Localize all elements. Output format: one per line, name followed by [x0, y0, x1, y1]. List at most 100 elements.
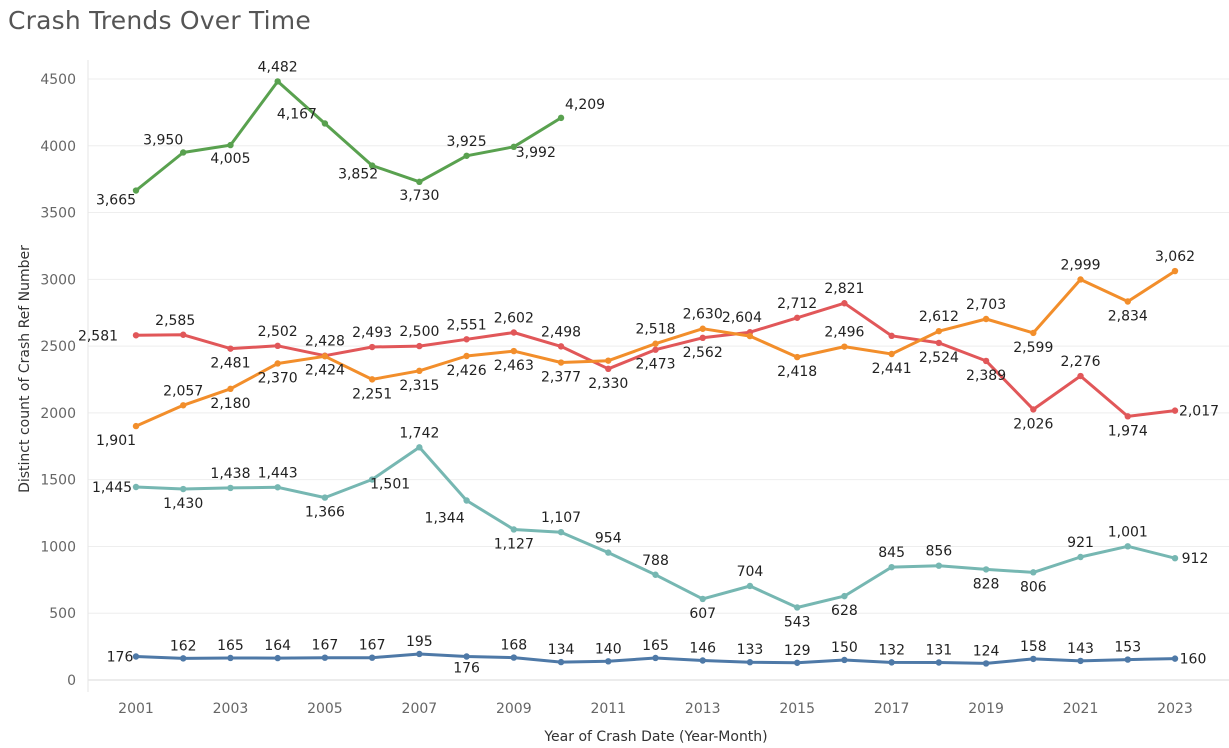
data-label: 2,026 [1013, 416, 1053, 432]
data-label: 167 [312, 638, 339, 654]
data-label: 2,599 [1013, 340, 1053, 356]
data-label: 2,473 [635, 357, 675, 373]
data-label: 4,482 [258, 59, 298, 75]
data-label: 828 [973, 576, 1000, 592]
data-point [416, 444, 423, 451]
data-point [321, 120, 329, 127]
x-tick-label: 2011 [590, 701, 626, 717]
data-label: 4,167 [277, 106, 317, 122]
data-point [605, 549, 612, 556]
data-point [416, 650, 423, 658]
y-axis-label: Distinct count of Crash Ref Number [17, 245, 33, 493]
data-point [605, 357, 612, 364]
data-label: 2,551 [447, 317, 487, 333]
axes: 0 500 1000 1500 2000 2500 3000 3500 4000 4500 2001… [40, 60, 1193, 717]
data-point [321, 494, 329, 501]
data-label: 2,581 [78, 328, 118, 344]
data-point [463, 653, 470, 660]
data-label: 1,445 [92, 480, 132, 496]
data-point [510, 329, 518, 336]
x-tick-label: 2013 [685, 701, 721, 717]
data-point [416, 178, 423, 186]
data-label: 704 [737, 564, 764, 580]
data-label: 2,524 [919, 350, 959, 366]
data-point [274, 360, 281, 367]
data-point [132, 422, 140, 430]
data-point [274, 342, 281, 350]
data-point [652, 346, 659, 353]
data-point [132, 187, 140, 194]
data-label: 1,430 [163, 496, 203, 512]
data-label: 2,502 [258, 324, 298, 340]
y-tick-label: 1500 [40, 473, 76, 489]
data-label: 2,057 [163, 383, 203, 399]
data-point [935, 562, 943, 569]
data-point [510, 143, 518, 151]
data-label: 1,366 [305, 505, 345, 521]
data-point [652, 571, 659, 578]
data-label: 2,428 [305, 334, 345, 350]
x-tick-label: 2005 [307, 701, 343, 717]
y-tick-label: 3500 [40, 206, 76, 222]
data-point [605, 365, 612, 373]
data-point [180, 485, 187, 493]
x-tick-label: 2009 [496, 701, 532, 717]
x-tick-label: 2023 [1157, 701, 1193, 717]
y-tick-label: 4500 [40, 72, 76, 88]
data-point [1124, 543, 1131, 550]
data-label: 543 [784, 614, 811, 630]
chart-title: Crash Trends Over Time [8, 6, 311, 35]
data-label: 2,441 [872, 361, 912, 377]
data-point [652, 340, 659, 347]
data-label: 2,370 [258, 370, 298, 386]
data-point [463, 336, 470, 343]
data-label: 2,463 [494, 358, 534, 374]
data-label: 607 [689, 606, 716, 622]
data-label: 2,612 [919, 309, 959, 325]
data-label: 146 [689, 641, 716, 657]
data-point [180, 149, 187, 156]
data-label: 133 [737, 642, 764, 658]
x-axis-label: Year of Crash Date (Year-Month) [543, 729, 767, 745]
data-label: 134 [548, 642, 575, 658]
data-point [463, 497, 470, 504]
data-label: 3,665 [96, 193, 136, 209]
data-point [557, 114, 565, 122]
data-point [652, 654, 659, 662]
data-label: 176 [107, 649, 134, 665]
data-point [841, 343, 848, 350]
data-point [793, 604, 801, 611]
data-label: 3,062 [1155, 249, 1195, 265]
data-point [321, 353, 329, 360]
data-point [321, 654, 329, 661]
data-label: 131 [925, 643, 952, 659]
gridlines [88, 78, 1229, 681]
x-tick-label: 2015 [779, 701, 815, 717]
data-point [888, 332, 895, 340]
x-tick-label: 2019 [968, 701, 1004, 717]
x-tick-label: 2017 [874, 701, 910, 717]
data-point [793, 659, 801, 666]
data-label: 845 [878, 545, 905, 561]
data-label: 2,496 [824, 325, 864, 341]
data-label: 129 [784, 643, 811, 659]
data-point [368, 654, 376, 661]
data-label: 2,315 [399, 378, 439, 394]
data-point [1030, 569, 1037, 576]
data-label: 806 [1020, 579, 1047, 595]
x-tick-label: 2001 [118, 701, 154, 717]
data-label: 2,180 [210, 396, 250, 412]
data-label: 165 [217, 638, 244, 654]
data-point [699, 334, 706, 342]
data-label: 2,426 [447, 363, 487, 379]
data-label: 2,999 [1060, 257, 1100, 273]
data-label: 168 [500, 638, 527, 654]
y-tick-label: 2000 [40, 406, 76, 422]
data-label: 1,501 [370, 477, 410, 493]
data-label: 921 [1067, 535, 1094, 551]
data-point [274, 484, 281, 491]
data-point [463, 152, 470, 159]
data-point [463, 352, 470, 360]
data-label: 856 [925, 544, 952, 560]
data-point [1030, 655, 1037, 663]
